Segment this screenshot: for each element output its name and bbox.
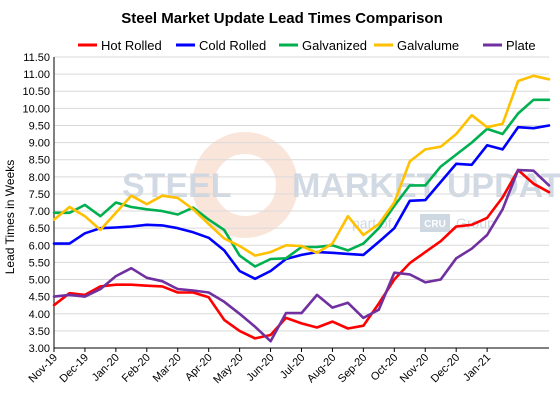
y-tick-label: 11.00: [23, 69, 50, 81]
x-tick-label: Jun-20: [244, 352, 276, 384]
y-tick-label: 9.50: [29, 120, 50, 132]
y-tick-label: 10.00: [22, 103, 50, 115]
chart-legend: Hot Rolled Cold Rolled Galvanized Galvalume…: [78, 38, 536, 53]
series-line-galvalume: [52, 74, 551, 257]
y-tick-label: 8.00: [29, 172, 50, 184]
y-tick-label: 6.50: [29, 223, 50, 235]
y-tick-label: 6.00: [29, 240, 50, 252]
legend-label: Hot Rolled: [101, 38, 162, 53]
legend-label: Cold Rolled: [199, 38, 266, 53]
y-tick-label: 4.00: [29, 309, 50, 321]
series-line-hot-rolled: [52, 168, 551, 340]
y-axis-label: Lead Times in Weeks: [3, 160, 17, 275]
x-tick-label: Nov-19: [27, 352, 61, 386]
x-tick-label: Oct-20: [369, 352, 401, 384]
x-tick-label: Mar-20: [151, 352, 184, 385]
x-tick-label: Jul-20: [278, 352, 308, 382]
x-tick-label: Jan-21: [461, 352, 493, 384]
series-line-cold-rolled: [52, 124, 551, 281]
y-tick-label: 7.50: [29, 189, 50, 201]
y-tick-label: 5.50: [29, 257, 50, 269]
x-tick-label: Dec-19: [57, 352, 91, 386]
y-tick-label: 9.00: [29, 138, 50, 150]
y-tick-label: 3.00: [29, 343, 50, 355]
chart-series: [52, 74, 551, 343]
legend-label: Galvalume: [397, 38, 459, 53]
y-tick-label: 7.00: [29, 206, 50, 218]
y-tick-label: 11.50: [23, 52, 50, 64]
y-tick-label: 5.00: [29, 275, 50, 287]
legend-label: Plate: [506, 38, 536, 53]
x-tick-label: Feb-20: [120, 352, 153, 385]
legend-label: Galvanized: [302, 38, 367, 53]
series-line-plate: [52, 168, 551, 343]
x-tick-label: Apr-20: [183, 352, 215, 384]
y-tick-label: 8.50: [29, 155, 50, 167]
watermark-cru-text: CRU: [424, 219, 446, 230]
y-tick-label: 4.50: [29, 292, 50, 304]
chart-title: Steel Market Update Lead Times Compariso…: [121, 10, 442, 27]
y-tick-label: 3.50: [29, 326, 50, 338]
steel-market-update-watermark: STEEL MARKET UPDATE part of CRU Group: [122, 132, 560, 238]
watermark-cru-badge: [420, 214, 450, 232]
x-tick-label: Sep-20: [336, 352, 370, 386]
x-tick-label: Nov-20: [398, 352, 432, 386]
x-tick-label: Dec-20: [429, 352, 463, 386]
x-tick-label: May-20: [211, 352, 245, 386]
y-tick-label: 10.50: [22, 86, 50, 98]
y-tick-labels: 3.00 3.50 4.00 4.50 5.00 5.50 6.00 6.50 7.00 7.50…: [22, 52, 50, 355]
x-tick-label: Aug-20: [305, 352, 339, 386]
x-tick-label: Jan-20: [90, 352, 122, 384]
